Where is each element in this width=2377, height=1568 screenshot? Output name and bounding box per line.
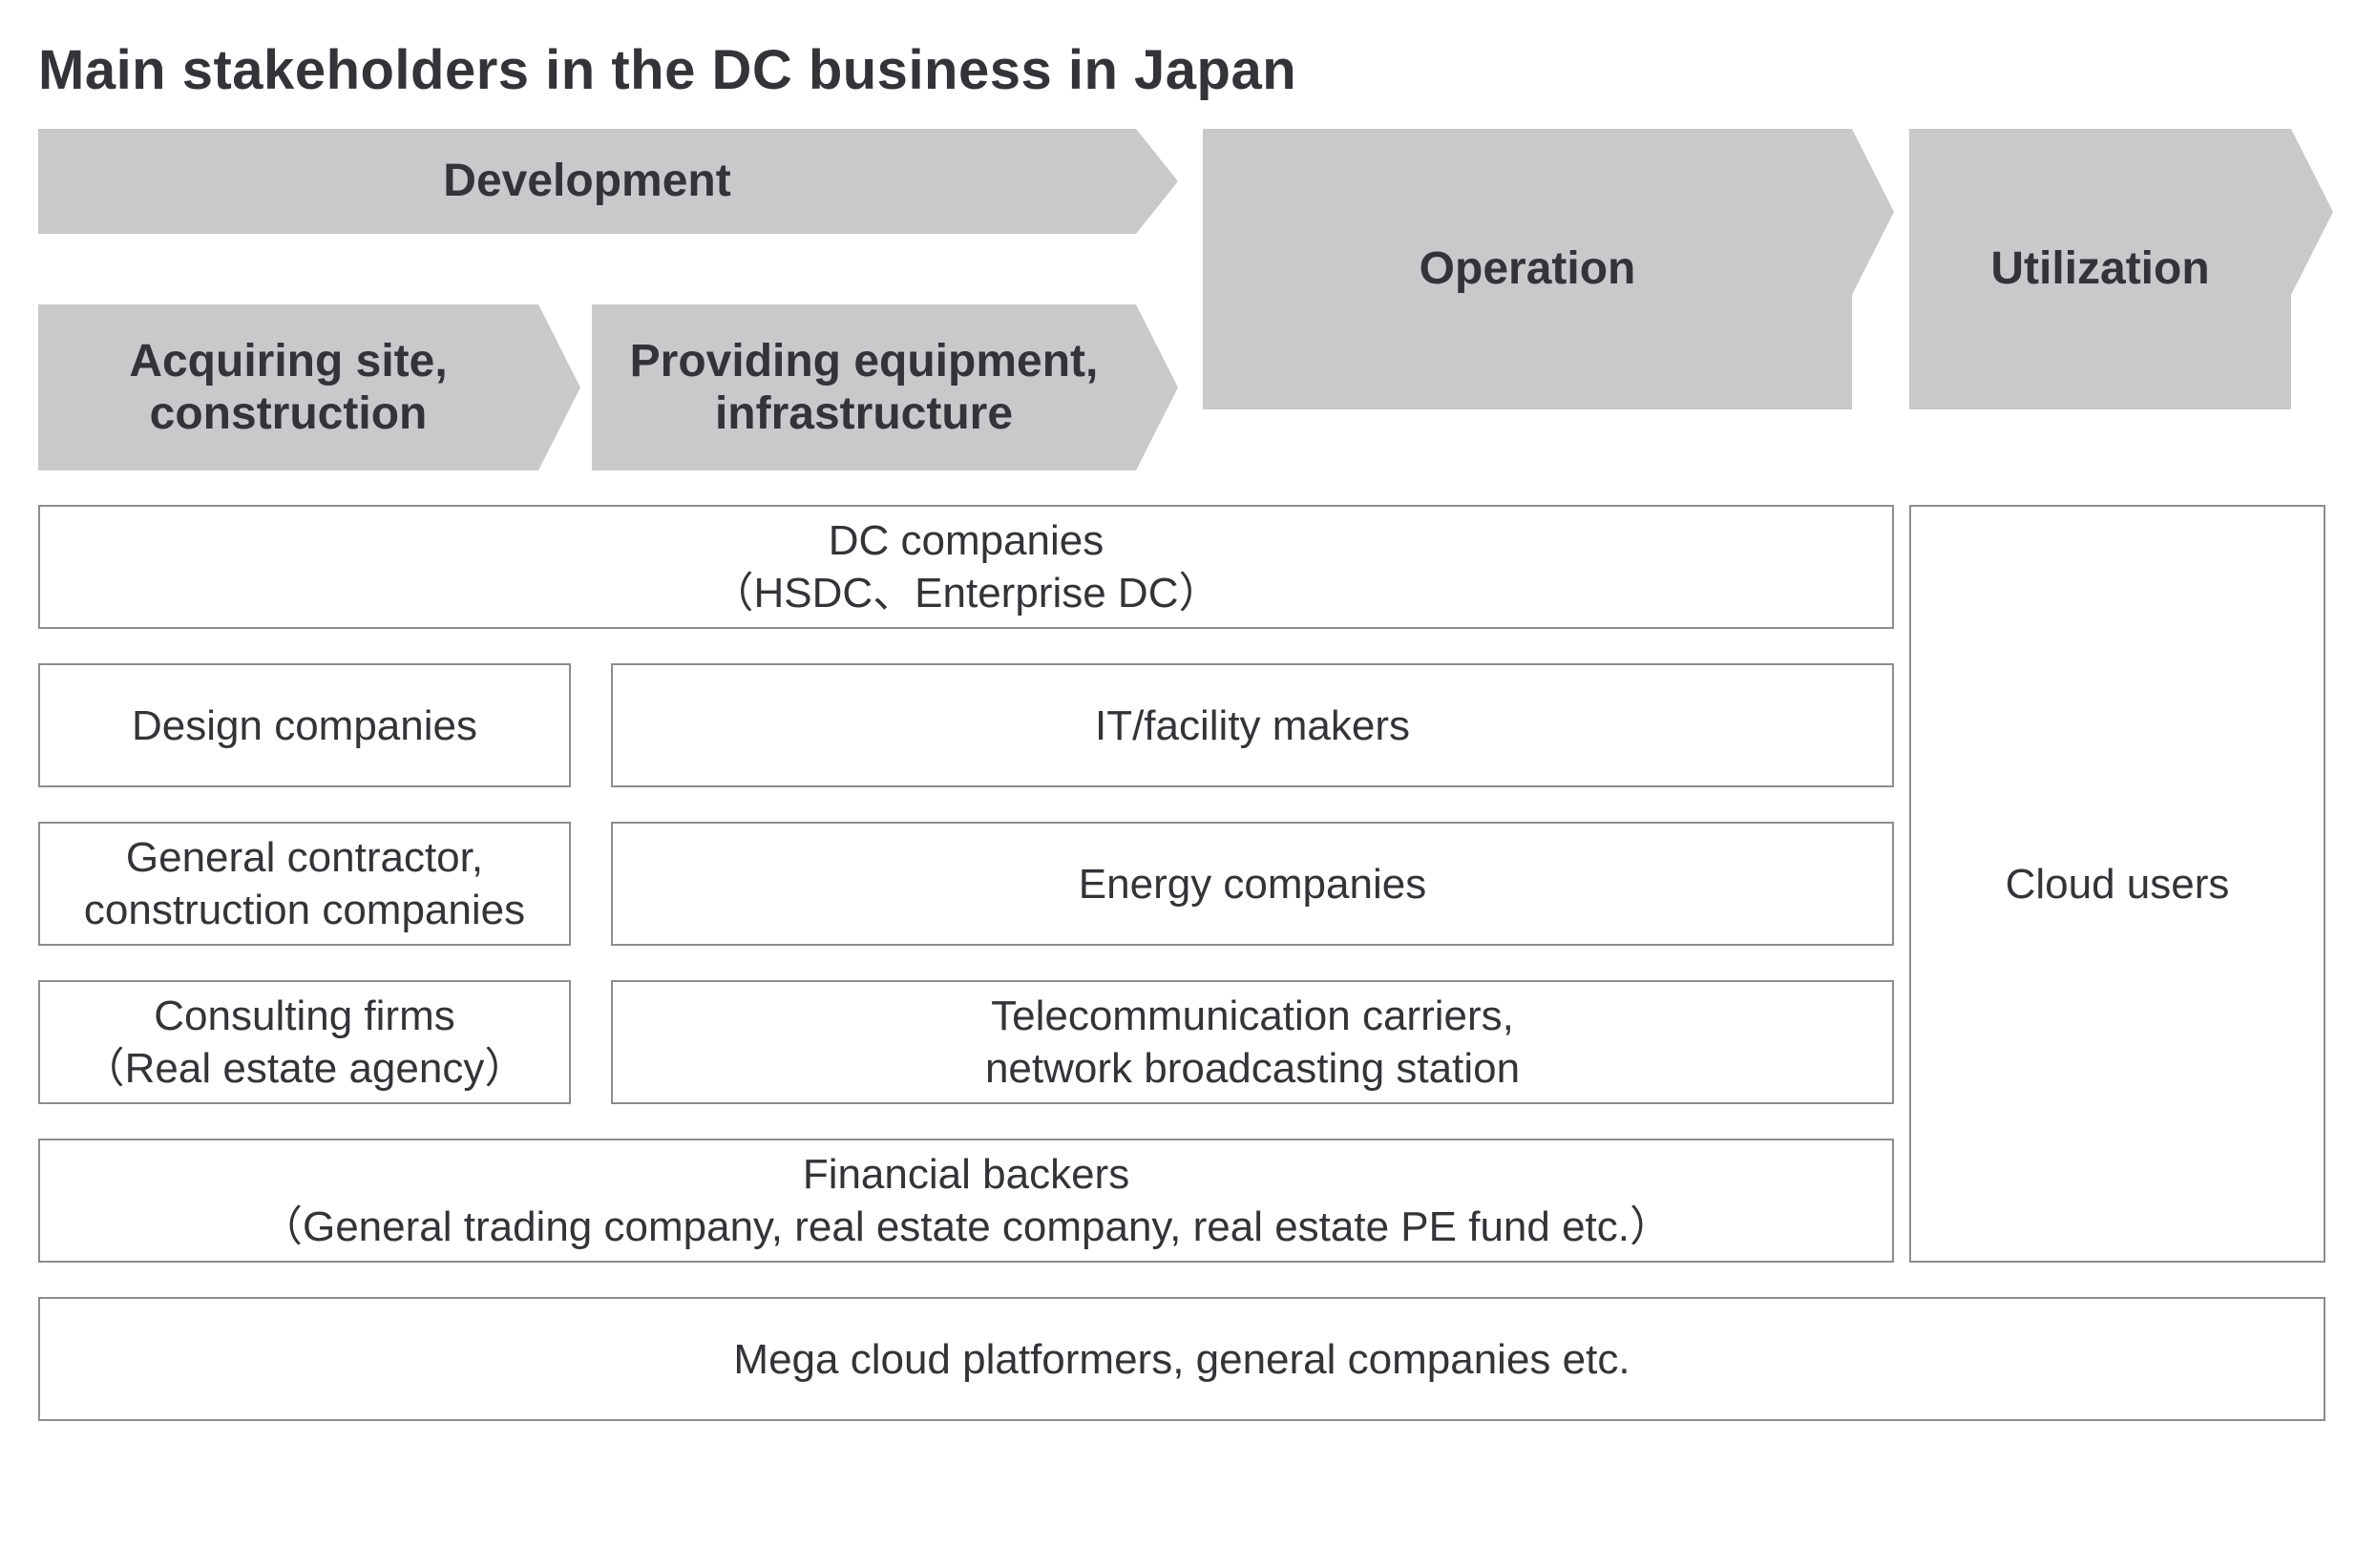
- cell-text: Financial backers （General trading compa…: [261, 1148, 1672, 1253]
- phase-label: Acquiring site, construction: [129, 335, 447, 440]
- phase-label: Utilization: [1990, 242, 2209, 295]
- cell-telecom: Telecommunication carriers, network broa…: [611, 980, 1894, 1104]
- cell-text: General contractor, construction compani…: [84, 831, 525, 936]
- cell-text: Mega cloud platformers, general companie…: [733, 1333, 1630, 1386]
- page-title: Main stakeholders in the DC business in …: [38, 38, 2339, 102]
- cell-text: Consulting firms （Real estate agency）: [83, 990, 527, 1095]
- subphase-acquiring: Acquiring site, construction: [38, 304, 538, 470]
- cell-contractor: General contractor, construction compani…: [38, 822, 571, 946]
- phase-development: Development: [38, 129, 1136, 234]
- cell-text: Cloud users: [2006, 858, 2230, 910]
- phase-row-top: Development Operation Utilization: [38, 129, 2339, 295]
- diagram-container: Main stakeholders in the DC business in …: [38, 38, 2339, 1440]
- subphase-providing: Providing equipment, infrastructure: [592, 304, 1136, 470]
- phase-label: Development: [443, 155, 730, 207]
- cell-text: Energy companies: [1079, 858, 1426, 910]
- cell-dc-companies: DC companies （HSDC、Enterprise DC）: [38, 505, 1894, 629]
- phase-label: Operation: [1420, 242, 1636, 295]
- phase-label: Providing equipment, infrastructure: [630, 335, 1099, 440]
- cell-text: DC companies （HSDC、Enterprise DC）: [712, 514, 1221, 619]
- cell-text: Telecommunication carriers, network broa…: [985, 990, 1520, 1095]
- cell-consulting: Consulting firms （Real estate agency）: [38, 980, 571, 1104]
- cell-financial: Financial backers （General trading compa…: [38, 1139, 1894, 1263]
- cell-text: IT/facility makers: [1095, 700, 1410, 752]
- phase-row-sub: Acquiring site, construction Providing e…: [38, 304, 2339, 470]
- stakeholder-grid: DC companies （HSDC、Enterprise DC） Design…: [38, 505, 2339, 1440]
- cell-mega-cloud: Mega cloud platformers, general companie…: [38, 1297, 2325, 1421]
- cell-design: Design companies: [38, 663, 571, 787]
- cell-cloud-users: Cloud users: [1909, 505, 2325, 1263]
- cell-text: Design companies: [132, 700, 477, 752]
- cell-it-facility: IT/facility makers: [611, 663, 1894, 787]
- cell-energy: Energy companies: [611, 822, 1894, 946]
